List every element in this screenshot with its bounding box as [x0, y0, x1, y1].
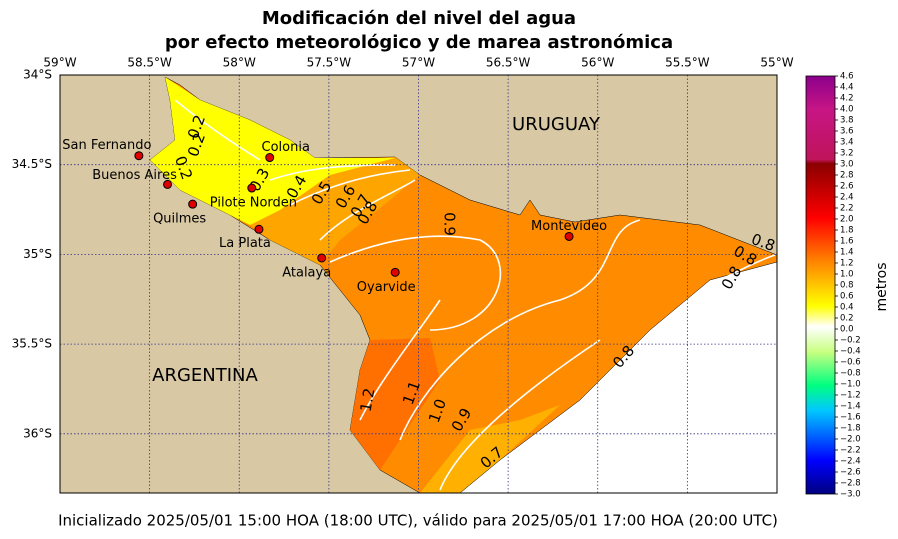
place-marker	[265, 153, 275, 163]
title-line: Modificación del nivel del agua	[262, 8, 576, 29]
colorbar-tick-label: −3.0	[840, 490, 861, 500]
colorbar-tick-label: 4.0	[840, 105, 854, 115]
colorbar-tick-label: −0.6	[840, 358, 861, 368]
contour-line	[329, 235, 502, 331]
colorbar-tick-label: 3.0	[840, 160, 854, 170]
x-tick-label: 56.5°W	[486, 56, 531, 70]
colorbar-tick-label: −0.4	[840, 347, 861, 357]
colorbar-tick-label: 1.0	[840, 270, 854, 280]
place-marker	[254, 224, 264, 234]
x-tick-label: 57.5°W	[307, 56, 352, 70]
place-marker	[188, 199, 198, 209]
place-label: Pilote Norden	[210, 196, 297, 211]
contour-line	[359, 299, 441, 421]
colorbar-tick-label: 0.6	[840, 292, 854, 302]
place-label: Oyarvide	[357, 280, 416, 295]
colorbar-tick-label: 1.8	[840, 226, 854, 236]
y-tick-label: 34.5°S	[12, 157, 52, 171]
colorbar-tick-label: −1.0	[840, 380, 861, 390]
y-tick-label: 35.5°S	[12, 337, 52, 351]
colorbar-tick-label: 2.0	[840, 215, 854, 225]
colorbar-tick-label: 4.2	[840, 94, 854, 104]
y-tick-label: 34°S	[23, 68, 52, 82]
places: San Fernando Buenos Aires Quilmes Pilote No…	[62, 138, 607, 295]
colorbar-tick-label: 1.4	[840, 248, 854, 258]
x-tick-label: 55°W	[760, 56, 793, 70]
colorbar-tick-label: 0.0	[840, 325, 854, 335]
colorbar-tick-label: 0.2	[840, 314, 854, 324]
colorbar-tick-label: −1.6	[840, 413, 861, 423]
place-label: Atalaya	[282, 265, 331, 280]
colorbar-tick-label: 3.2	[840, 149, 854, 159]
place-marker	[317, 253, 327, 263]
colorbar-tick-label: −2.4	[840, 457, 861, 467]
y-tick-label: 35°S	[23, 247, 52, 261]
colorbar-tick-label: 3.4	[840, 138, 854, 148]
colorbar-tick-label: 1.2	[840, 259, 854, 269]
colorbar-tick-label: 2.2	[840, 204, 854, 214]
colorbar-label: metros	[874, 262, 890, 311]
colorbar-tick-label: −1.4	[840, 402, 861, 412]
colorbar-tick-label: −2.6	[840, 468, 861, 478]
contour-line	[289, 169, 411, 206]
x-tick-label: 55.5°W	[665, 56, 710, 70]
colorbar-tick-label: −2.8	[840, 479, 861, 489]
colorbar-tick-label: 0.8	[840, 281, 854, 291]
y-tick-label: 36°S	[23, 426, 52, 440]
footer: Inicializado 2025/05/01 15:00 HOA (18:00…	[58, 512, 778, 530]
contour-label: 1.2	[357, 387, 379, 414]
colorbar-tick-label: 4.4	[840, 83, 854, 93]
place-label: Quilmes	[153, 212, 206, 227]
shade-orange-dark	[350, 338, 440, 470]
place-marker	[163, 179, 173, 189]
colorbar-tick-label: 4.6	[840, 72, 854, 82]
colorbar-tick-label: 3.8	[840, 116, 854, 126]
offshore	[459, 261, 777, 493]
colorbar-tick-label: 0.4	[840, 303, 854, 313]
colorbar-tick-label: 2.4	[840, 193, 854, 203]
place-label: La Plata	[219, 236, 271, 251]
region-label: URUGUAY	[512, 114, 601, 135]
region-label: ARGENTINA	[152, 365, 258, 386]
colorbar-tick-label: −0.2	[840, 336, 861, 346]
place-marker	[390, 267, 400, 277]
x-tick-label: 57°W	[402, 56, 435, 70]
shade-yellow	[150, 77, 395, 225]
contour-line	[699, 254, 776, 291]
colorbar-tick-label: −2.2	[840, 446, 861, 456]
x-tick-label: 58.5°W	[127, 56, 172, 70]
title-line: por efecto meteorológico y de marea astr…	[165, 32, 673, 53]
place-marker	[564, 231, 574, 241]
place-label: San Fernando	[62, 138, 151, 153]
place-label: Colonia	[262, 140, 310, 155]
colorbar-tick-label: 2.6	[840, 182, 854, 192]
colorbar-tick-label: −1.8	[840, 424, 861, 434]
colorbar-tick-label: −0.8	[840, 369, 861, 379]
place-label: Montevideo	[531, 219, 607, 234]
contour-line	[439, 339, 601, 491]
place-marker	[134, 151, 144, 161]
colorbar-ticks: 4.64.44.24.03.83.63.43.23.02.82.62.42.22…	[835, 72, 861, 500]
colorbar-tick-label: −1.2	[840, 391, 861, 401]
map-body	[60, 75, 777, 493]
contour-label: 0.9	[441, 212, 459, 236]
x-tick-label: 56°W	[581, 56, 614, 70]
contour-line	[319, 179, 416, 241]
contour-line	[174, 99, 261, 161]
place-label: Buenos Aires	[92, 168, 177, 183]
map-frame	[59, 74, 778, 494]
contour-line	[269, 164, 396, 181]
shade-amber	[420, 405, 560, 493]
x-tick-label: 59°W	[43, 56, 76, 70]
colorbar-tick-label: −2.0	[840, 435, 861, 445]
x-tick-label: 58°W	[223, 56, 256, 70]
colorbar-tick-label: 2.8	[840, 171, 854, 181]
contour-line	[399, 219, 641, 441]
colorbar-tick-label: 1.6	[840, 237, 854, 247]
place-marker	[247, 183, 257, 193]
colorbar-tick-label: 3.6	[840, 127, 854, 137]
colorbar	[805, 75, 836, 495]
